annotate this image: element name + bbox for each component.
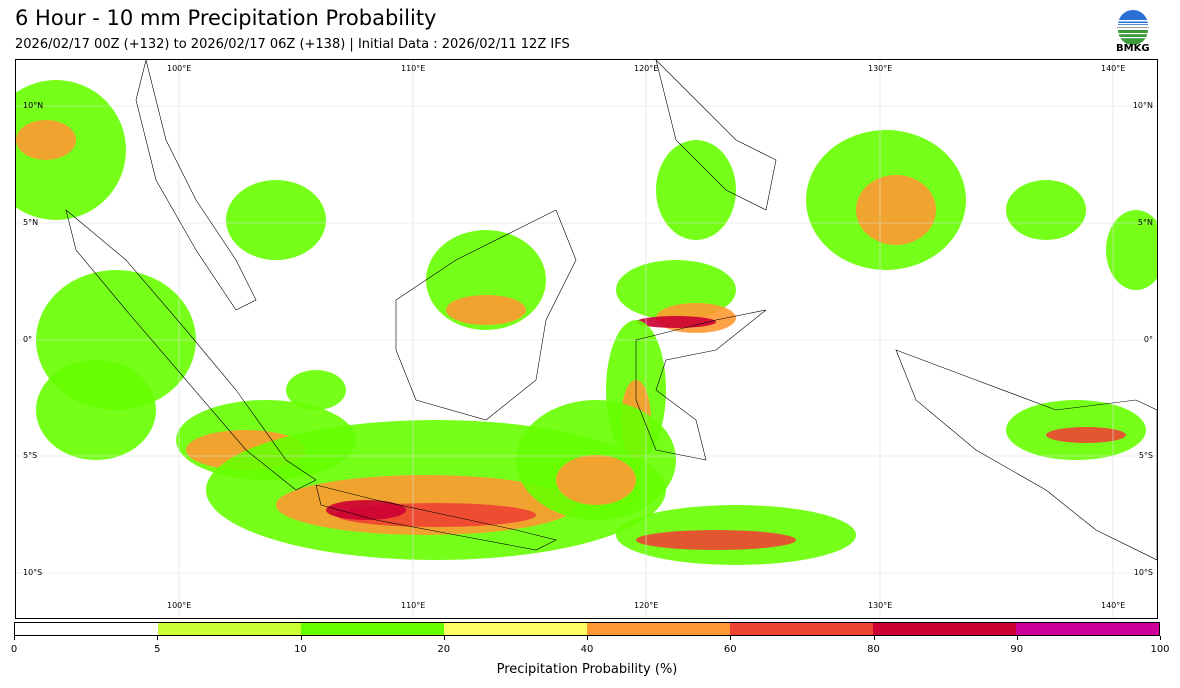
- lat-label: 0°: [1143, 335, 1153, 344]
- colorbar-segment: [301, 623, 444, 635]
- lat-label: 10°N: [1132, 101, 1153, 110]
- lat-label: 10°S: [23, 568, 43, 577]
- coastlines: [65, 60, 1157, 561]
- colorbar-segment: [1016, 623, 1159, 635]
- precip-area: [1106, 210, 1157, 290]
- precip-area: [856, 175, 936, 245]
- malay-peninsula-coast: [135, 60, 257, 311]
- lon-label: 110°E: [401, 601, 426, 610]
- sumatra-coast: [65, 209, 317, 491]
- colorbar: [14, 622, 1160, 636]
- colorbar-title: Precipitation Probability (%): [496, 662, 678, 677]
- colorbar-tick-label: 80: [867, 644, 880, 655]
- colorbar-tick: [300, 636, 302, 640]
- borneo-coast: [395, 209, 577, 421]
- lat-label: 5°N: [23, 218, 39, 227]
- precip-area: [326, 500, 406, 520]
- precip-area: [36, 360, 156, 460]
- colorbar-tick-label: 5: [154, 644, 161, 655]
- lat-label: 5°S: [1138, 451, 1153, 460]
- colorbar-tick: [730, 636, 732, 640]
- colorbar-tick-label: 100: [1150, 644, 1170, 655]
- precip-area: [636, 530, 796, 550]
- colorbar-segment: [587, 623, 730, 635]
- forecast-period-subtitle: 2026/02/17 00Z (+132) to 2026/02/17 06Z …: [15, 37, 570, 52]
- lat-label: 10°S: [1133, 568, 1153, 577]
- colorbar-segment: [444, 623, 587, 635]
- lon-label: 100°E: [167, 64, 192, 73]
- logo-text: BMKG: [1116, 43, 1150, 54]
- page-title: 6 Hour - 10 mm Precipitation Probability: [15, 6, 437, 30]
- lon-label: 140°E: [1101, 64, 1126, 73]
- lat-label: 5°N: [1137, 218, 1153, 227]
- colorbar-tick-label: 0: [10, 644, 18, 655]
- sulawesi-coast: [635, 309, 767, 461]
- lat-label: 0°: [23, 335, 33, 344]
- colorbar-segment: [158, 623, 301, 635]
- colorbar-tick: [1016, 636, 1018, 640]
- lat-label: 5°S: [23, 451, 38, 460]
- lon-label: 140°E: [1101, 601, 1126, 610]
- lon-label: 100°E: [167, 601, 192, 610]
- precipitation-map: 100°E 100°E 110°E 110°E 120°E 120°E 130°E 130°E…: [15, 59, 1158, 619]
- precip-area: [1006, 180, 1086, 240]
- precip-area: [286, 370, 346, 410]
- lon-label: 120°E: [634, 601, 659, 610]
- java-coast: [315, 484, 557, 551]
- precip-area: [226, 180, 326, 260]
- colorbar-tick-label: 10: [294, 644, 307, 655]
- lat-label: 10°N: [23, 101, 44, 110]
- colorbar-tick: [587, 636, 588, 640]
- precip-area: [1046, 427, 1126, 443]
- colorbar-tick: [157, 636, 159, 640]
- lon-label: 110°E: [401, 64, 426, 73]
- colorbar-tick: [873, 636, 875, 640]
- colorbar-tick: [14, 636, 15, 640]
- colorbar-segment: [15, 623, 158, 635]
- precip-area: [16, 120, 76, 160]
- colorbar-tick-label: 40: [580, 644, 594, 655]
- precip-area: [446, 295, 526, 325]
- precip-area: [556, 455, 636, 505]
- colorbar-tick-label: 90: [1010, 644, 1024, 655]
- lon-label: 120°E: [634, 64, 659, 73]
- colorbar-tick-label: 60: [723, 644, 737, 655]
- precip-area: [656, 140, 736, 240]
- precipitation-areas: [16, 80, 1157, 565]
- new-guinea-coast: [895, 349, 1157, 561]
- lon-label: 130°E: [868, 601, 893, 610]
- bmkg-logo-icon: [1117, 10, 1149, 45]
- colorbar-tick: [1160, 636, 1161, 640]
- colorbar-segment: [873, 623, 1016, 635]
- colorbar-tick-label: 20: [437, 644, 451, 655]
- lon-label: 130°E: [868, 64, 893, 73]
- philippines-coast: [655, 60, 777, 211]
- colorbar-segment: [730, 623, 873, 635]
- colorbar-tick: [443, 636, 445, 640]
- grid-lines: [16, 60, 1157, 618]
